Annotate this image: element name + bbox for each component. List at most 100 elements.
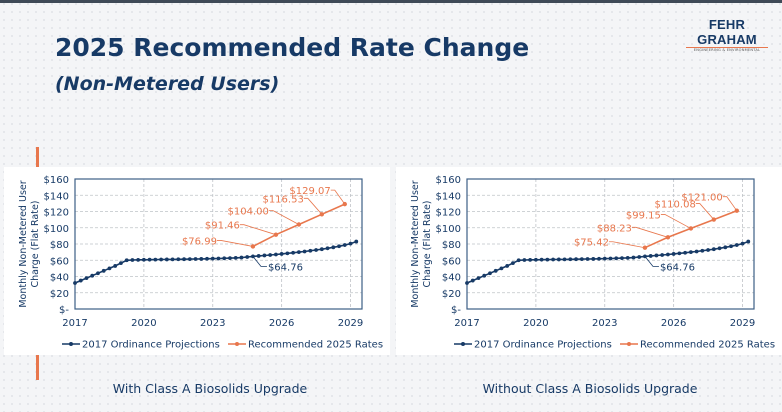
y-tick-label: $20 (442, 289, 461, 300)
data-point (308, 248, 313, 253)
data-point (193, 257, 198, 261)
data-point (539, 257, 544, 262)
data-label: $64.76 (268, 262, 303, 273)
data-point (648, 254, 653, 258)
logo-name: FEHR GRAHAM (697, 17, 757, 47)
logo-tagline: ENGINEERING & ENVIRONMENTAL (693, 48, 761, 52)
data-point (671, 252, 676, 256)
data-label: $75.42 (574, 238, 609, 249)
data-point (614, 256, 619, 261)
data-point (602, 256, 607, 261)
data-point (73, 281, 77, 285)
data-label-leader (216, 240, 254, 247)
data-point (688, 226, 694, 231)
data-label-leader (252, 256, 267, 267)
data-point (199, 257, 204, 261)
data-label: $91.46 (205, 221, 240, 232)
data-point (499, 266, 504, 271)
data-point (568, 257, 573, 262)
x-tick-label: 2029 (730, 318, 755, 329)
data-point (465, 281, 469, 285)
data-point (551, 257, 555, 262)
data-point (302, 249, 307, 254)
plot-border (74, 178, 363, 310)
data-point (159, 257, 164, 262)
data-label-leader (303, 197, 323, 215)
data-label: $88.23 (597, 223, 632, 234)
y-axis-label-line1: Monthly Non-Metered User (18, 180, 29, 307)
data-point (170, 257, 175, 262)
y-tick-label: $120 (44, 208, 69, 219)
data-point (228, 256, 232, 261)
data-point (274, 252, 278, 257)
data-point (511, 261, 515, 265)
data-point (666, 252, 670, 257)
caption-without-upgrade: Without Class A Biosolids Upgrade (482, 381, 698, 396)
data-point (319, 247, 324, 252)
y-tick-label: $100 (436, 224, 461, 235)
x-tick-label: 2017 (62, 318, 87, 329)
data-point (325, 246, 330, 251)
accent-bar-bottom (36, 355, 39, 380)
data-point (245, 255, 250, 259)
plot-border (466, 178, 755, 310)
data-point (222, 256, 227, 261)
data-point (654, 253, 659, 258)
data-point (210, 256, 215, 261)
data-point (262, 253, 267, 258)
legend-marker (69, 342, 73, 346)
data-point (314, 248, 318, 252)
x-tick-label: 2017 (454, 318, 479, 329)
y-tick-label: $- (451, 305, 461, 316)
data-point (470, 278, 475, 283)
y-axis-label-line1: Monthly Non-Metered User (410, 180, 421, 307)
data-point (522, 258, 527, 262)
legend-marker (627, 342, 631, 346)
legend-marker (235, 342, 239, 346)
data-point (348, 241, 353, 246)
y-tick-label: $40 (442, 273, 461, 284)
data-point (574, 257, 578, 262)
data-label: $121.00 (681, 193, 722, 204)
data-point (337, 244, 341, 249)
data-label: $99.15 (626, 210, 661, 221)
data-point (147, 257, 152, 262)
y-tick-label: $60 (442, 256, 461, 267)
y-tick-label: $100 (44, 224, 69, 235)
data-point (233, 255, 238, 260)
data-label-leader (239, 224, 277, 236)
data-point (706, 248, 710, 252)
data-point (631, 255, 636, 260)
data-point (216, 256, 221, 261)
data-point (717, 246, 722, 251)
chart-without-upgrade: $- $20 $40 $60 $80 $100 $120 $140 $160 2017 2020 20… (410, 175, 775, 351)
data-label: $129.07 (289, 186, 330, 197)
data-label-leader (660, 214, 692, 229)
legend-label: 2017 Ordinance Projections (82, 340, 220, 351)
data-point (579, 257, 584, 262)
data-point (729, 244, 733, 249)
x-tick-label: 2026 (269, 318, 294, 329)
y-tick-label: $160 (436, 175, 461, 186)
x-tick-label: 2020 (131, 318, 156, 329)
data-point (354, 239, 359, 244)
legend-label: Recommended 2025 Rates (640, 340, 775, 351)
data-label-leader (695, 203, 715, 220)
data-point (694, 249, 699, 254)
data-point (493, 268, 498, 273)
data-point (734, 243, 739, 247)
data-point (331, 245, 336, 250)
data-point (683, 250, 688, 255)
data-point (153, 257, 158, 262)
data-point (625, 255, 630, 260)
page-title: 2025 Recommended Rate Change (55, 33, 530, 62)
data-point (608, 256, 613, 261)
legend-marker (461, 342, 465, 346)
data-label-leader (608, 241, 646, 249)
data-point (711, 247, 716, 252)
y-tick-label: $80 (442, 240, 461, 251)
data-point (637, 255, 642, 259)
data-point (239, 255, 244, 260)
data-point (591, 257, 596, 261)
legend-label: Recommended 2025 Rates (248, 340, 383, 351)
